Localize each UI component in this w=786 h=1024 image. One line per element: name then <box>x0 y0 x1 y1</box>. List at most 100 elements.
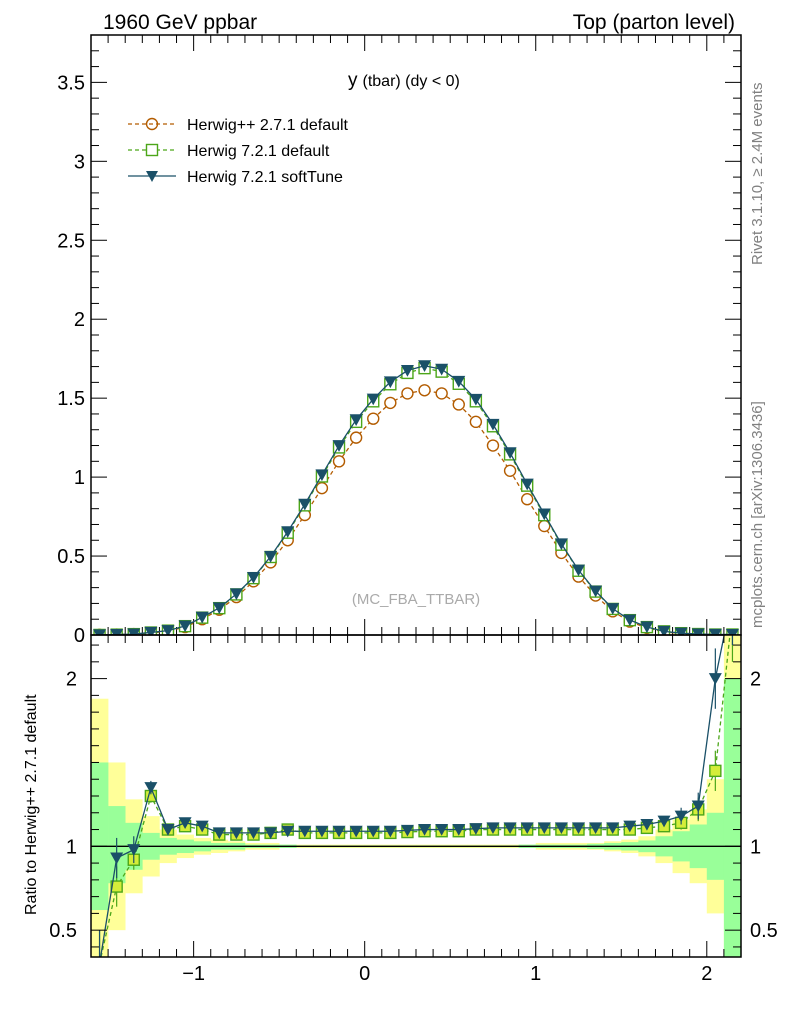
ratio-series <box>93 589 739 970</box>
main-panel: 0 0.5 1 1.5 2 2.5 3 3.5 y (tbar) (dy < 0) (MC_FB… <box>57 34 742 647</box>
data-point-triangle <box>435 824 449 836</box>
data-point-triangle <box>554 538 568 551</box>
data-point-circle <box>367 412 380 425</box>
header-right-label: Top (parton level) <box>573 11 735 34</box>
data-point-triangle <box>486 418 500 431</box>
data-point-triangle <box>247 827 260 840</box>
data-point-circle <box>538 519 551 533</box>
data-point-circle <box>520 493 534 506</box>
data-point-triangle <box>281 825 295 838</box>
data-point-circle <box>486 439 500 452</box>
data-point-triangle <box>400 365 414 377</box>
data-point-triangle <box>486 822 500 835</box>
data-point-triangle <box>725 629 739 635</box>
ratio-y-tick-label-right: 0.5 <box>750 920 778 942</box>
data-point-triangle <box>572 564 585 577</box>
plot-title: y (tbar) (dy < 0) <box>348 70 460 91</box>
data-point-triangle <box>144 626 158 635</box>
data-point-triangle <box>640 621 654 634</box>
x-tick-label: 0 <box>359 963 370 985</box>
data-point-triangle <box>400 824 414 837</box>
data-point-square <box>110 880 123 893</box>
data-point-circle <box>452 398 465 411</box>
ratio-series-line <box>100 635 731 957</box>
data-point-triangle <box>469 823 483 835</box>
legend-label-herwigpp: Herwig++ 2.7.1 default <box>187 117 349 134</box>
data-point-triangle <box>178 817 192 830</box>
data-point-triangle <box>127 844 141 856</box>
data-point-triangle <box>503 447 517 459</box>
data-point-triangle <box>332 440 346 452</box>
data-point-circle <box>401 387 414 400</box>
header-left-label: 1960 GeV ppbar <box>103 11 257 34</box>
ratio-y-tick-label-right: 2 <box>750 669 761 691</box>
data-point-triangle <box>315 469 329 482</box>
data-point-triangle <box>589 822 603 835</box>
ratio-series-line <box>99 635 725 957</box>
data-point-triangle <box>537 508 551 521</box>
data-point-triangle <box>195 611 209 624</box>
data-point-triangle <box>366 393 380 406</box>
data-point-triangle <box>110 629 124 635</box>
y-tick-label: 1 <box>74 467 85 489</box>
legend-marker-triangle-icon <box>146 171 158 182</box>
data-point-triangle <box>349 414 363 426</box>
data-point-triangle <box>418 824 432 836</box>
plot-title-main: y <box>348 70 358 91</box>
data-point-triangle <box>127 628 141 635</box>
data-point-triangle <box>178 620 192 633</box>
y-tick-label: 3 <box>74 151 85 173</box>
data-point-triangle <box>298 825 312 838</box>
ratio-panel: 0.5 1 2 0.5 1 2 −1 0 1 2 Ratio to Herwig++ 2.7.… <box>23 589 778 985</box>
legend-label-herwig721-default: Herwig 7.2.1 default <box>187 143 330 160</box>
data-point-triangle <box>93 958 106 970</box>
data-point-triangle <box>264 827 278 840</box>
ratio-y-tick-label: 2 <box>66 669 77 691</box>
data-point-triangle <box>212 602 226 615</box>
data-point-triangle <box>93 629 107 635</box>
data-point-triangle <box>674 810 688 823</box>
legend: Herwig++ 2.7.1 default Herwig 7.2.1 defa… <box>128 117 349 186</box>
data-point-triangle <box>315 825 329 838</box>
y-tick-label: 3.5 <box>57 72 85 94</box>
data-point-triangle <box>418 360 432 372</box>
x-tick-label: 1 <box>530 963 541 985</box>
y-tick-label: 1.5 <box>57 388 85 410</box>
data-point-triangle <box>435 363 449 376</box>
data-point-triangle <box>332 825 346 838</box>
data-point-triangle <box>452 375 466 388</box>
plot-title-sub: (tbar) (dy < 0) <box>363 73 460 90</box>
ratio-frame <box>90 634 742 958</box>
data-point-square <box>94 958 105 969</box>
data-point-triangle <box>572 822 585 835</box>
data-point-triangle <box>161 625 175 635</box>
data-point-circle <box>315 481 329 495</box>
data-point-triangle <box>657 815 671 828</box>
ratio-y-tick-label: 0.5 <box>49 920 77 942</box>
data-point-triangle <box>640 818 654 831</box>
ratio-y-tick-labels-right: 0.5 1 2 <box>750 669 778 943</box>
data-point-triangle <box>264 551 278 563</box>
ratio-y-tick-label: 1 <box>66 836 77 858</box>
data-point-triangle <box>691 800 705 813</box>
data-point-circle <box>349 431 363 444</box>
data-point-triangle <box>383 825 397 838</box>
data-point-triangle <box>554 822 568 835</box>
ratio-y-tick-labels: 0.5 1 2 <box>49 669 77 943</box>
data-point-triangle <box>383 376 397 389</box>
legend-label-herwig721-softtune: Herwig 7.2.1 softTune <box>187 169 343 186</box>
data-point-triangle <box>657 625 671 635</box>
data-point-triangle <box>503 822 517 835</box>
data-point-triangle <box>229 827 243 840</box>
data-point-triangle <box>469 393 483 406</box>
data-point-triangle <box>708 628 722 635</box>
data-point-circle <box>503 464 517 477</box>
data-point-triangle <box>298 498 312 511</box>
data-point-triangle <box>726 589 739 601</box>
data-point-triangle <box>452 824 466 836</box>
x-tick-label: −1 <box>182 963 205 985</box>
y-tick-label: 0 <box>74 625 85 647</box>
data-point-triangle <box>537 822 551 835</box>
data-point-circle <box>435 387 448 400</box>
data-point-triangle <box>520 822 534 835</box>
